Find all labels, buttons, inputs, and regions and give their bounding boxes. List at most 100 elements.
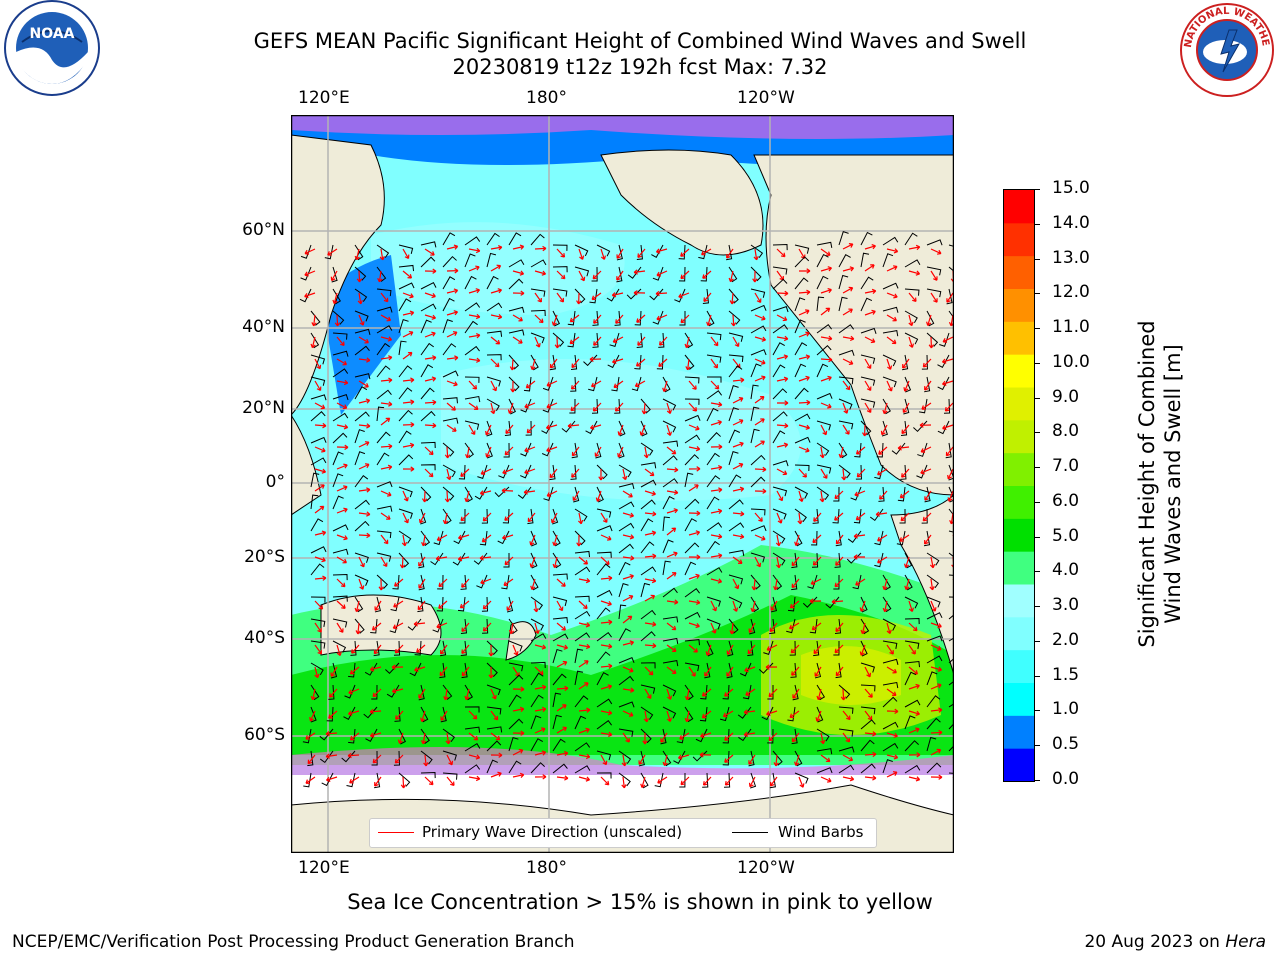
wave-direction-arrow — [835, 622, 844, 633]
wave-direction-arrow — [380, 314, 392, 322]
wave-direction-arrow — [446, 380, 458, 387]
wind-barb — [517, 486, 532, 499]
wave-direction-arrow — [926, 314, 932, 326]
wind-barb — [486, 759, 498, 774]
wind-barb — [398, 508, 413, 519]
wave-direction-arrow — [638, 754, 646, 765]
wind-barbs-legend-label: Wind Barbs — [778, 823, 864, 841]
wave-direction-legend-label: Primary Wave Direction (unscaled) — [422, 823, 683, 841]
wind-barb — [350, 640, 357, 656]
wave-direction-arrow — [834, 578, 844, 588]
wave-direction-arrow — [637, 336, 646, 346]
wave-direction-arrow — [336, 336, 345, 347]
wind-barb — [684, 518, 697, 532]
wave-direction-arrow — [798, 446, 810, 453]
wind-barb — [838, 728, 854, 737]
wave-direction-arrow — [461, 644, 470, 654]
wind-barb — [882, 596, 892, 613]
wind-barb — [398, 264, 415, 272]
wave-direction-arrow — [369, 708, 382, 715]
wind-barb — [486, 354, 502, 361]
wind-barb — [442, 464, 456, 478]
wave-direction-arrow — [791, 578, 800, 589]
lon-tick-bottom-120e: 120°E — [298, 858, 350, 878]
wave-direction-arrow — [435, 555, 448, 562]
wave-direction-arrow — [530, 358, 536, 371]
wind-barb — [328, 684, 335, 700]
wave-direction-arrow — [908, 600, 915, 612]
wave-direction-arrow — [402, 421, 415, 428]
wave-direction-arrow — [482, 600, 492, 610]
wave-direction-arrow — [635, 358, 646, 367]
wind-barb — [508, 662, 524, 672]
colorbar-tick-label: 7.0 — [1052, 456, 1080, 477]
wave-direction-arrow — [445, 732, 451, 745]
wind-barb — [728, 450, 739, 466]
wind-barb — [772, 324, 789, 334]
wind-barb — [789, 640, 796, 656]
wave-direction-arrow — [358, 336, 369, 344]
wave-direction-arrow — [424, 314, 436, 320]
wind-barb — [310, 518, 324, 532]
wave-direction-arrow — [400, 776, 407, 789]
wave-direction-arrow — [615, 314, 624, 324]
wave-direction-arrow — [512, 290, 525, 296]
wave-direction-arrow — [813, 644, 822, 655]
wind-barb — [926, 310, 935, 327]
wave-direction-arrow — [776, 423, 789, 429]
wave-direction-arrow — [612, 336, 624, 344]
wave-direction-arrow — [886, 732, 898, 739]
wave-direction-arrow — [490, 402, 496, 415]
wave-direction-arrow — [666, 710, 672, 722]
lat-tick-40n: 40°N — [242, 317, 285, 337]
wave-direction-arrow — [314, 530, 327, 536]
wave-direction-arrow — [776, 490, 784, 502]
wave-direction-arrow — [660, 732, 668, 743]
wind-barb — [750, 325, 767, 334]
wave-direction-arrow — [488, 666, 494, 679]
wind-barb — [811, 530, 818, 546]
wind-barb — [459, 508, 466, 524]
wind-barb — [508, 259, 525, 268]
wave-direction-arrow — [490, 380, 498, 392]
wind-barb — [900, 420, 908, 437]
wave-direction-arrow — [666, 489, 679, 496]
wave-direction-arrow — [326, 776, 338, 782]
wave-direction-arrow — [930, 248, 942, 255]
wave-direction-arrow — [908, 683, 920, 690]
wind-barb — [508, 694, 522, 708]
wind-barb — [331, 266, 338, 283]
wave-direction-arrow — [903, 556, 910, 568]
wind-barb — [706, 452, 720, 466]
wave-direction-arrow — [886, 292, 898, 299]
wind-barb — [660, 728, 667, 745]
wind-barb — [552, 288, 568, 297]
wave-direction-arrow — [724, 776, 734, 786]
wave-direction-arrow — [657, 776, 668, 784]
wave-direction-arrow — [882, 402, 888, 415]
wave-direction-arrow — [644, 511, 657, 517]
wave-direction-arrow — [369, 732, 382, 738]
wind-barb — [921, 354, 928, 370]
wind-barb — [658, 332, 665, 348]
wave-direction-arrow — [314, 622, 322, 633]
wave-direction-arrow — [710, 508, 723, 514]
wind-barb — [937, 354, 950, 369]
wind-barb — [772, 388, 788, 400]
wind-barb — [767, 728, 774, 744]
wind-barb — [530, 596, 544, 611]
colorbar-tick-label: 1.5 — [1052, 664, 1080, 685]
wind-barb — [878, 486, 885, 502]
wave-direction-arrow — [688, 484, 699, 492]
wave-direction-arrow — [770, 600, 778, 611]
wave-direction-arrow — [947, 490, 954, 502]
wind-barb — [616, 244, 623, 261]
wave-direction-arrow — [600, 776, 610, 786]
wave-direction-arrow — [506, 600, 514, 611]
wave-direction-arrow — [446, 268, 459, 274]
wind-barb — [460, 618, 468, 635]
wave-direction-arrow — [378, 578, 384, 591]
wave-direction-arrow — [842, 380, 851, 391]
wind-barb — [552, 266, 568, 273]
wave-direction-arrow — [534, 727, 546, 734]
